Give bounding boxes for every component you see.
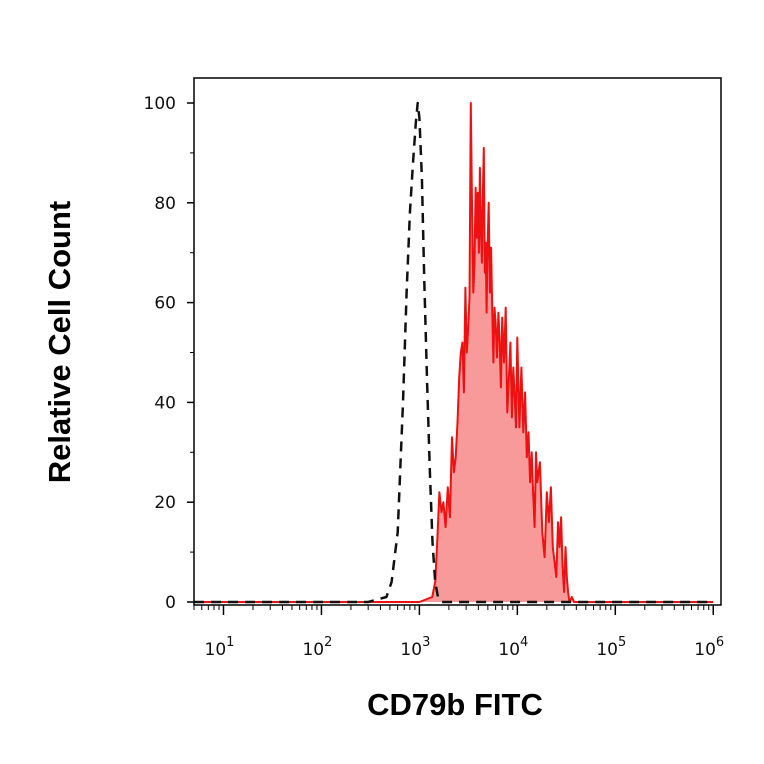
x-tick-label: 106 <box>694 635 724 660</box>
x-tick-exponent: 2 <box>324 635 332 650</box>
plot-frame <box>193 77 722 606</box>
x-tick-exponent: 5 <box>618 635 626 650</box>
y-tick-label: 40 <box>154 393 176 413</box>
series-layer <box>194 101 714 604</box>
x-tick-exponent: 4 <box>520 635 528 650</box>
y-tick-label: 60 <box>154 294 176 314</box>
y-tick-label: 100 <box>144 94 176 114</box>
x-tick-exponent: 3 <box>422 635 430 650</box>
x-tick-exponent: 6 <box>716 635 724 650</box>
x-tick-label: 102 <box>302 635 332 660</box>
x-tick-exponent: 1 <box>226 635 234 650</box>
x-tick-label: 103 <box>400 635 430 660</box>
control-histogram-line <box>194 101 714 604</box>
stained-histogram-line <box>194 102 714 603</box>
stained-histogram-fill <box>194 103 714 602</box>
x-tick-label: 104 <box>498 635 528 660</box>
y-tick-label: 0 <box>165 593 176 613</box>
axis-layer: 0 20 40 60 80 100 101 102 103 104 105 106 <box>144 77 724 660</box>
y-tick-label: 20 <box>154 493 176 513</box>
x-tick-label: 101 <box>205 635 235 660</box>
x-tick-label: 105 <box>596 635 626 660</box>
y-axis-title: Relative Cell Count <box>42 201 77 484</box>
x-axis-title: CD79b FITC <box>367 687 543 722</box>
y-tick-label: 80 <box>154 194 176 214</box>
